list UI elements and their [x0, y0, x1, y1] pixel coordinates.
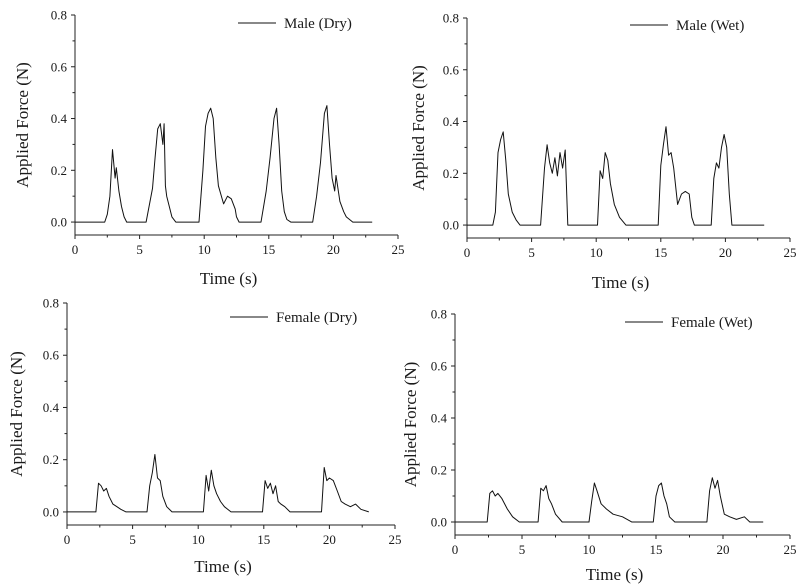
- x-tick-label: 25: [784, 542, 797, 557]
- y-tick-label: 0.8: [43, 296, 59, 311]
- y-tick-label: 0.4: [431, 411, 448, 426]
- x-axis-label: Time (s): [194, 557, 251, 576]
- x-tick-label: 15: [650, 542, 663, 557]
- y-tick-label: 0.0: [443, 218, 459, 233]
- y-tick-label: 0.8: [443, 11, 459, 26]
- x-tick-label: 10: [590, 245, 603, 260]
- y-axis-label: Applied Force (N): [13, 62, 32, 188]
- legend: Female (Dry): [230, 310, 357, 326]
- y-tick-label: 0.2: [51, 163, 67, 178]
- y-axis-label: Applied Force (N): [7, 351, 26, 477]
- x-tick-label: 20: [717, 542, 730, 557]
- y-tick-label: 0.6: [51, 59, 68, 74]
- x-tick-label: 20: [323, 532, 336, 547]
- chart-panel-1: 0 5 10 15 20 25 0.0 0.2 0.4 0.6 0.8 Time (s) Applied…: [13, 8, 405, 289]
- chart-panel-3: 0 5 10 15 20 25 0.0 0.2 0.4 0.6 0.8 Time (s) Applied…: [7, 296, 402, 577]
- y-tick-label: 0.8: [51, 8, 67, 23]
- y-axis-label: Applied Force (N): [401, 362, 420, 488]
- x-tick-label: 5: [528, 245, 535, 260]
- series-line: [75, 105, 373, 223]
- y-tick-label: 0.4: [43, 400, 60, 415]
- series-line: [455, 477, 764, 523]
- x-tick-label: 0: [72, 242, 79, 257]
- series-line: [467, 126, 765, 226]
- y-axis-label: Applied Force (N): [409, 65, 428, 191]
- y-tick-label: 0.6: [443, 62, 460, 77]
- x-tick-label: 10: [192, 532, 205, 547]
- x-tick-label: 10: [198, 242, 211, 257]
- x-tick-label: 5: [136, 242, 143, 257]
- x-tick-label: 10: [583, 542, 596, 557]
- legend: Female (Wet): [625, 315, 753, 331]
- legend-label: Male (Dry): [284, 16, 352, 32]
- y-tick-label: 0.4: [443, 114, 460, 129]
- x-tick-label: 15: [257, 532, 270, 547]
- x-tick-label: 15: [262, 242, 275, 257]
- legend: Male (Dry): [238, 16, 352, 32]
- y-tick-label: 0.8: [431, 307, 447, 322]
- x-axis-label: Time (s): [586, 565, 643, 584]
- x-axis-label: Time (s): [200, 269, 257, 288]
- y-tick-label: 0.0: [43, 504, 59, 519]
- x-tick-label: 20: [327, 242, 340, 257]
- y-tick-label: 0.0: [51, 215, 67, 230]
- x-tick-label: 0: [452, 542, 459, 557]
- y-tick-label: 0.2: [431, 463, 447, 478]
- y-tick-label: 0.0: [431, 515, 447, 530]
- y-tick-label: 0.6: [431, 359, 448, 374]
- chart-panel-4: 0 5 10 15 20 25 0.0 0.2 0.4 0.6 0.8 Time (s) Applied…: [401, 307, 797, 585]
- legend-label: Female (Wet): [671, 315, 753, 331]
- x-tick-label: 25: [392, 242, 405, 257]
- x-tick-label: 20: [719, 245, 732, 260]
- legend-label: Female (Dry): [276, 310, 357, 326]
- y-tick-label: 0.2: [43, 452, 59, 467]
- x-tick-label: 15: [654, 245, 667, 260]
- y-tick-label: 0.6: [43, 348, 60, 363]
- x-tick-label: 25: [389, 532, 402, 547]
- y-tick-label: 0.4: [51, 111, 68, 126]
- legend: Male (Wet): [630, 18, 744, 34]
- x-axis-label: Time (s): [592, 273, 649, 292]
- x-tick-label: 0: [64, 532, 71, 547]
- y-tick-label: 0.2: [443, 166, 459, 181]
- x-tick-label: 0: [464, 245, 471, 260]
- chart-panel-2: 0 5 10 15 20 25 0.0 0.2 0.4 0.6 0.8 Time (s) Applied…: [409, 11, 797, 293]
- legend-label: Male (Wet): [676, 18, 744, 34]
- x-tick-label: 5: [519, 542, 526, 557]
- series-line: [67, 454, 369, 513]
- x-tick-label: 5: [129, 532, 136, 547]
- x-tick-label: 25: [784, 245, 797, 260]
